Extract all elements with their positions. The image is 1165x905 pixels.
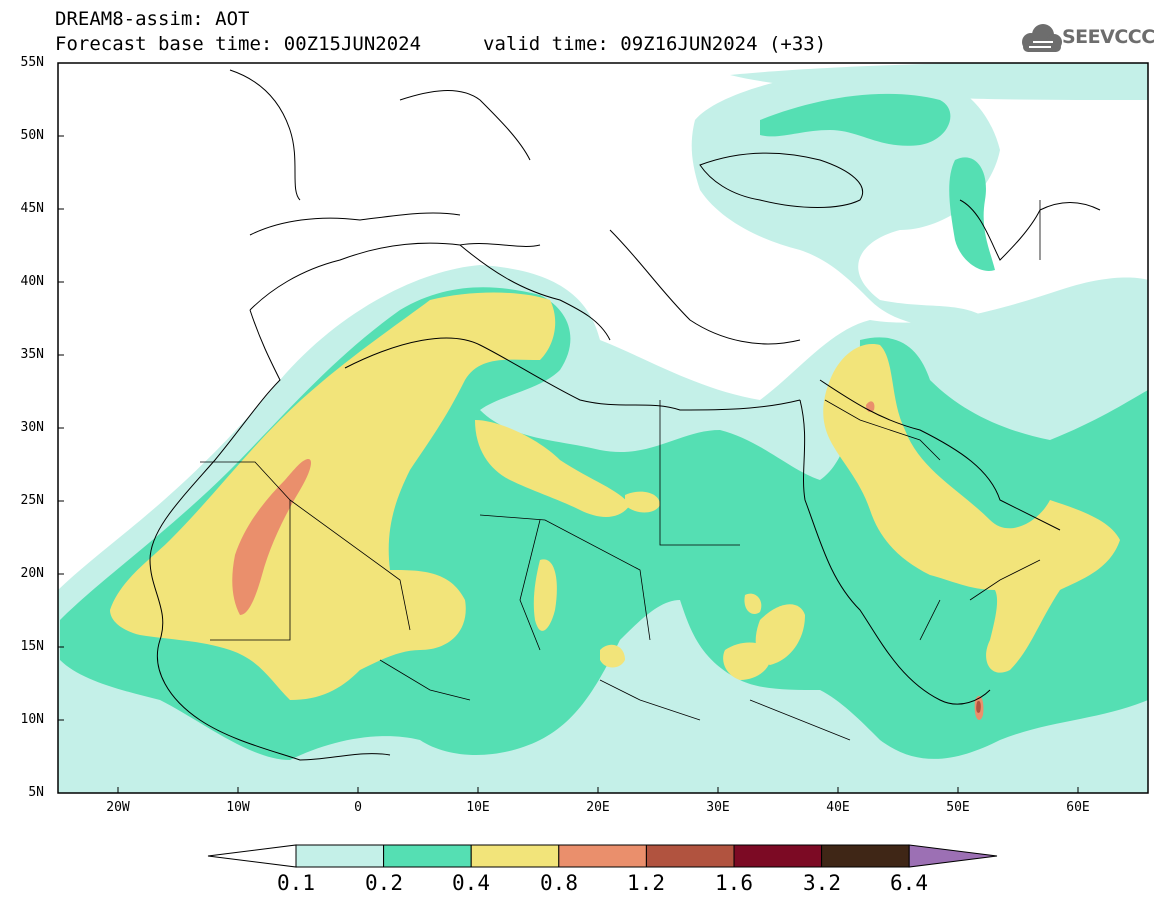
lon-label: 30E — [706, 800, 730, 815]
lat-label: 50N — [20, 128, 44, 143]
lat-label: 15N — [20, 639, 44, 654]
colorbar-label: 1.6 — [715, 871, 753, 895]
valid-time: valid time: 09Z16JUN2024 (+33) — [483, 33, 827, 55]
colorbar-label: 6.4 — [890, 871, 928, 895]
lon-label: 20W — [106, 800, 130, 815]
lat-label: 25N — [20, 493, 44, 508]
aot-band-1.2 — [976, 700, 981, 713]
lon-label: 40E — [826, 800, 850, 815]
map-title: DREAM8-assim: AOT — [55, 8, 250, 30]
colorbar-label: 0.8 — [540, 871, 578, 895]
lon-label: 20E — [586, 800, 610, 815]
lat-label: 20N — [20, 566, 44, 581]
lat-label: 40N — [20, 274, 44, 289]
colorbar-label: 0.1 — [277, 871, 315, 895]
lat-label: 30N — [20, 420, 44, 435]
lon-label: 10W — [226, 800, 250, 815]
lon-label: 10E — [466, 800, 490, 815]
lon-label: 0 — [354, 800, 362, 815]
colorbar-label: 0.4 — [452, 871, 490, 895]
lat-label: 45N — [20, 201, 44, 216]
forecast-base-time: Forecast base time: 00Z15JUN2024 — [55, 33, 422, 55]
seevccc-logo — [1022, 24, 1062, 52]
colorbar-label: 0.2 — [365, 871, 403, 895]
lat-label: 10N — [20, 712, 44, 727]
axis-ticks — [58, 135, 1079, 793]
country-borders — [200, 200, 1041, 741]
lon-label: 50E — [946, 800, 970, 815]
coastlines — [149, 69, 1101, 761]
logo-text: SEEVCCC — [1062, 26, 1155, 48]
aot-band-0.4 — [110, 292, 1120, 700]
lon-label: 60E — [1066, 800, 1090, 815]
lat-label: 35N — [20, 347, 44, 362]
colorbar-label: 1.2 — [627, 871, 665, 895]
lat-label: 5N — [28, 785, 44, 800]
colorbar-label: 3.2 — [803, 871, 841, 895]
lat-label: 55N — [20, 55, 44, 70]
